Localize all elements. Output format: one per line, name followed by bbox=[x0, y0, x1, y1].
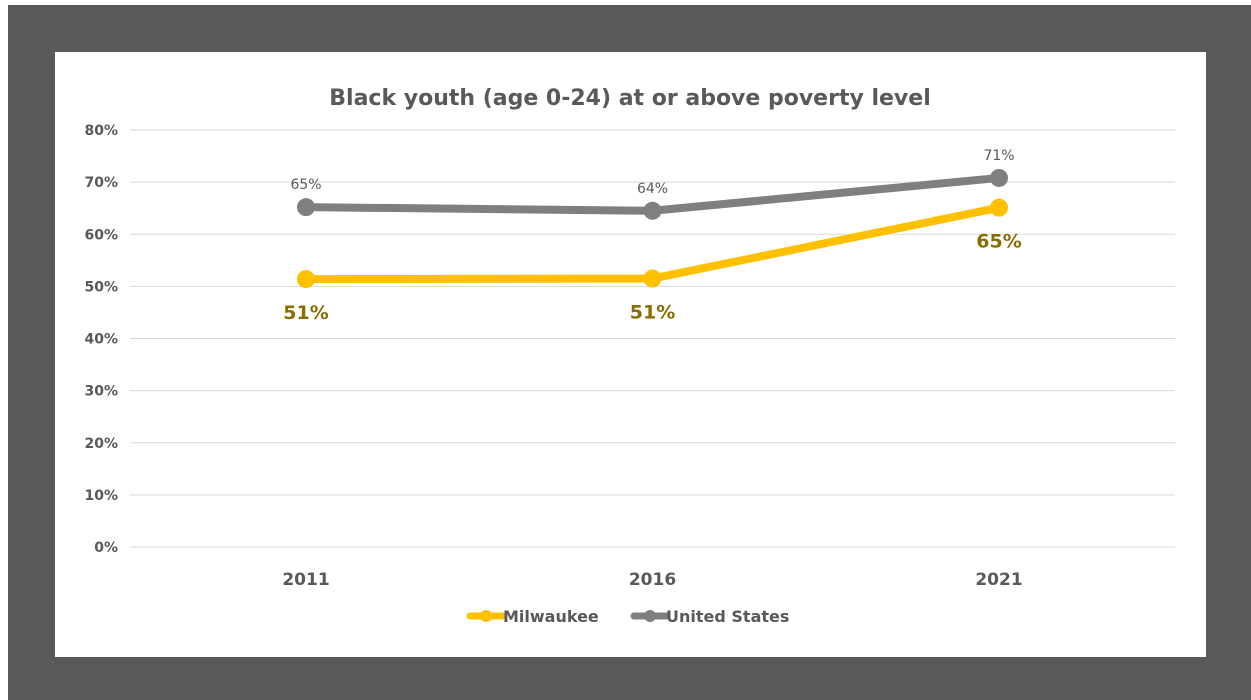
y-tick-label: 0% bbox=[94, 540, 118, 556]
y-tick-label: 30% bbox=[84, 384, 118, 400]
legend-label-milwaukee: Milwaukee bbox=[503, 607, 599, 626]
legend: Milwaukee United States bbox=[466, 607, 789, 626]
x-axis-ticks: 2011 2016 2021 bbox=[282, 570, 1022, 590]
x-tick-label: 2016 bbox=[629, 570, 676, 590]
y-tick-label: 20% bbox=[84, 436, 118, 452]
y-tick-label: 40% bbox=[84, 332, 118, 348]
legend-item-milwaukee: Milwaukee bbox=[466, 607, 599, 626]
chart-title: Black youth (age 0-24) at or above pover… bbox=[329, 86, 930, 111]
legend-marker-united-states bbox=[644, 610, 656, 622]
data-label-united-states: 71% bbox=[983, 148, 1014, 164]
data-point-united-states bbox=[643, 201, 662, 220]
data-point-united-states bbox=[297, 198, 315, 217]
data-label-milwaukee: 65% bbox=[976, 231, 1021, 253]
legend-marker-milwaukee bbox=[480, 610, 492, 622]
data-label-milwaukee: 51% bbox=[283, 302, 328, 324]
legend-label-united-states: United States bbox=[666, 607, 789, 626]
data-label-milwaukee: 51% bbox=[630, 302, 675, 324]
data-labels: 65% 64% 71% 51% 51% 65% bbox=[283, 148, 1021, 324]
y-tick-label: 10% bbox=[84, 488, 118, 504]
x-tick-label: 2021 bbox=[975, 570, 1022, 590]
data-label-united-states: 65% bbox=[290, 177, 321, 193]
data-point-milwaukee bbox=[297, 270, 315, 289]
x-tick-label: 2011 bbox=[282, 570, 329, 590]
y-tick-label: 50% bbox=[84, 279, 118, 295]
legend-item-united-states: United States bbox=[630, 607, 789, 626]
data-point-united-states bbox=[990, 168, 1008, 187]
y-tick-label: 60% bbox=[84, 227, 118, 243]
data-point-milwaukee bbox=[990, 198, 1008, 217]
chart-panel bbox=[55, 52, 1206, 657]
data-label-united-states: 64% bbox=[637, 181, 668, 197]
y-tick-label: 80% bbox=[84, 123, 118, 139]
y-axis-ticks: 0% 10% 20% 30% 40% 50% 60% 70% 80% bbox=[84, 123, 118, 556]
y-tick-label: 70% bbox=[84, 175, 118, 191]
series-points bbox=[297, 168, 1008, 289]
data-point-milwaukee bbox=[643, 269, 662, 288]
